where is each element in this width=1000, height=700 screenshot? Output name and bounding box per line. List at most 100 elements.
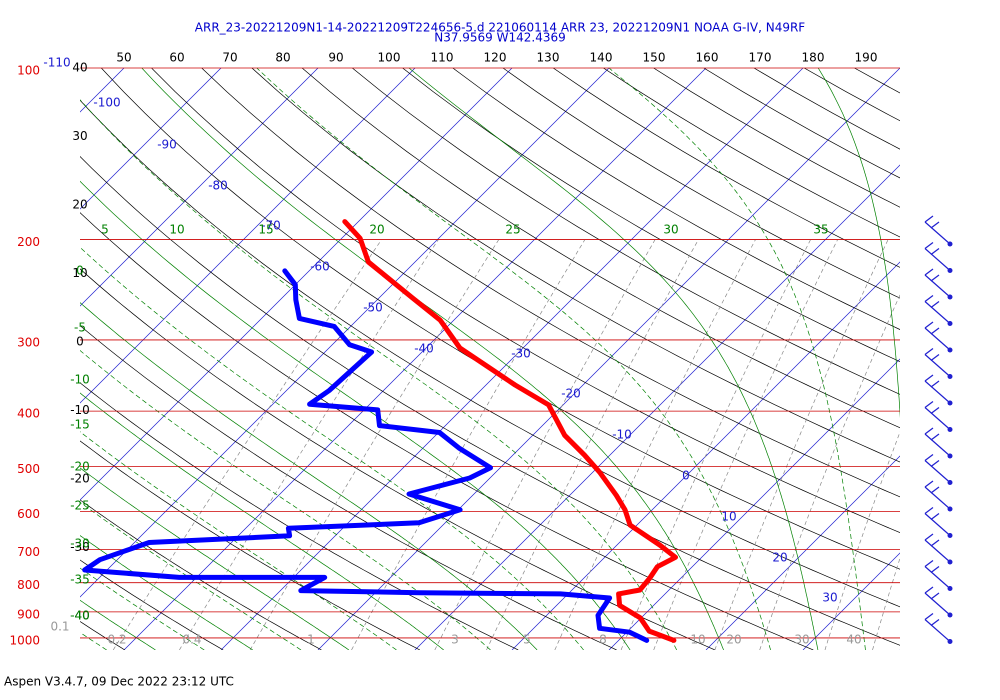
wind-barb [930, 566, 940, 573]
background-lines [0, 68, 900, 650]
moist-label: -35 [70, 573, 90, 587]
dry-adiabat [101, 68, 900, 570]
isotherm [317, 68, 900, 650]
wind-barb-dot [947, 612, 953, 618]
isotherm-label: -30 [511, 347, 531, 361]
dry-adiabat [151, 68, 900, 534]
y-tick-label: 500 [17, 462, 40, 476]
moist-adiabat [80, 632, 107, 650]
wind-barb [924, 513, 951, 536]
chart-title: ARR_23-20221209N1-14-20221209T224656-5.d… [195, 21, 806, 35]
dry-adiabat [80, 440, 421, 650]
isotherm-label: 20 [772, 551, 787, 565]
wind-barb [924, 480, 934, 488]
isotherm-label: -90 [157, 138, 177, 152]
wind-barb [924, 374, 934, 382]
y-tick-label: 900 [17, 607, 40, 621]
mixing-ratio-line [759, 294, 900, 650]
moist-label: -20 [70, 460, 90, 474]
wind-barb-dot [947, 480, 953, 485]
mixing-ratio-label: 3 [451, 633, 459, 647]
wind-barb [924, 354, 951, 377]
moist-adiabat [80, 467, 350, 650]
left-label: 0 [76, 335, 84, 349]
isotherm-label: 0 [682, 469, 690, 483]
top-label: 70 [222, 51, 237, 65]
wind-barb-dot [947, 506, 953, 512]
isotherm-label: -80 [208, 179, 228, 193]
top-label: 180 [802, 51, 825, 65]
top-label: 140 [590, 51, 613, 65]
top-label: 50 [116, 51, 131, 65]
moist-label: -10 [70, 373, 90, 387]
isotherm-label: 10 [721, 510, 736, 524]
top-label: 170 [749, 51, 772, 65]
mixing-ratio-label: 20 [726, 633, 741, 647]
y-tick-label: 300 [17, 335, 40, 349]
left-label: -10 [70, 403, 90, 417]
left-label: -40 [70, 609, 90, 623]
dry-adiabat [80, 621, 125, 650]
left-label: 40 [72, 61, 87, 75]
wind-barb-dot [947, 347, 953, 353]
wind-barb [930, 221, 940, 229]
dry-adiabat [201, 68, 900, 498]
mixing-ratio-line [714, 239, 889, 650]
top-label: 190 [855, 51, 878, 65]
footer: Aspen V3.4.7, 09 Dec 2022 23:12 UTC [4, 675, 234, 689]
wind-barb [930, 592, 940, 600]
wind-barb [924, 274, 951, 298]
wind-barb [924, 507, 934, 514]
isotherm [80, 68, 222, 210]
wind-barb [924, 321, 934, 329]
dry-adiabat [80, 268, 716, 650]
mixing-ratio-line [872, 557, 900, 650]
wind-barb [930, 513, 940, 520]
isotherm [80, 68, 125, 113]
moist-label: -30 [70, 537, 90, 551]
mixing-ratio-line [351, 239, 586, 650]
chart-subtitle: N37.9569 W142.4369 [434, 31, 566, 45]
profile-line [82, 268, 650, 643]
mixing-ratio-label: 0.4 [182, 633, 201, 647]
moist-adiabat [80, 599, 156, 650]
isotherm [80, 68, 416, 404]
moist-label: 30 [663, 223, 678, 237]
wind-barb [930, 354, 940, 361]
moist-adiabat [817, 68, 900, 418]
mixing-ratio-label: 40 [846, 633, 861, 647]
wind-barb [924, 454, 934, 461]
wind-barb [924, 586, 934, 594]
left-label: 20 [72, 198, 87, 212]
wind-barb [930, 539, 940, 547]
y-tick-label: 700 [17, 545, 40, 559]
moist-label: 10 [169, 223, 184, 237]
mixing-ratio-label: 5 [523, 633, 531, 647]
moist-adiabat [80, 392, 444, 650]
moist-label: 0 [76, 264, 84, 278]
wind-barb [930, 274, 940, 282]
y-tick-label: 100 [17, 64, 40, 78]
y-tick-label: 1000 [9, 633, 40, 647]
profile-line [342, 219, 678, 643]
dry-adiabat [352, 68, 900, 395]
wind-barb [924, 215, 934, 223]
left-label: -20 [70, 472, 90, 486]
moist-adiabat [80, 501, 302, 650]
wind-barb [930, 380, 940, 388]
wind-barb [924, 460, 951, 483]
moist-label: 35 [813, 223, 828, 237]
wind-barb [924, 327, 951, 351]
mixing-ratio-line [554, 239, 756, 650]
moist-adiabat [608, 68, 866, 650]
isotherm-label: -70 [261, 219, 281, 233]
moist-label: 5 [101, 223, 109, 237]
dry-adiabat [703, 68, 900, 179]
isotherm [0, 68, 27, 650]
top-label: 130 [537, 51, 560, 65]
wind-barb [924, 427, 934, 435]
wind-barb-dot [947, 400, 953, 406]
